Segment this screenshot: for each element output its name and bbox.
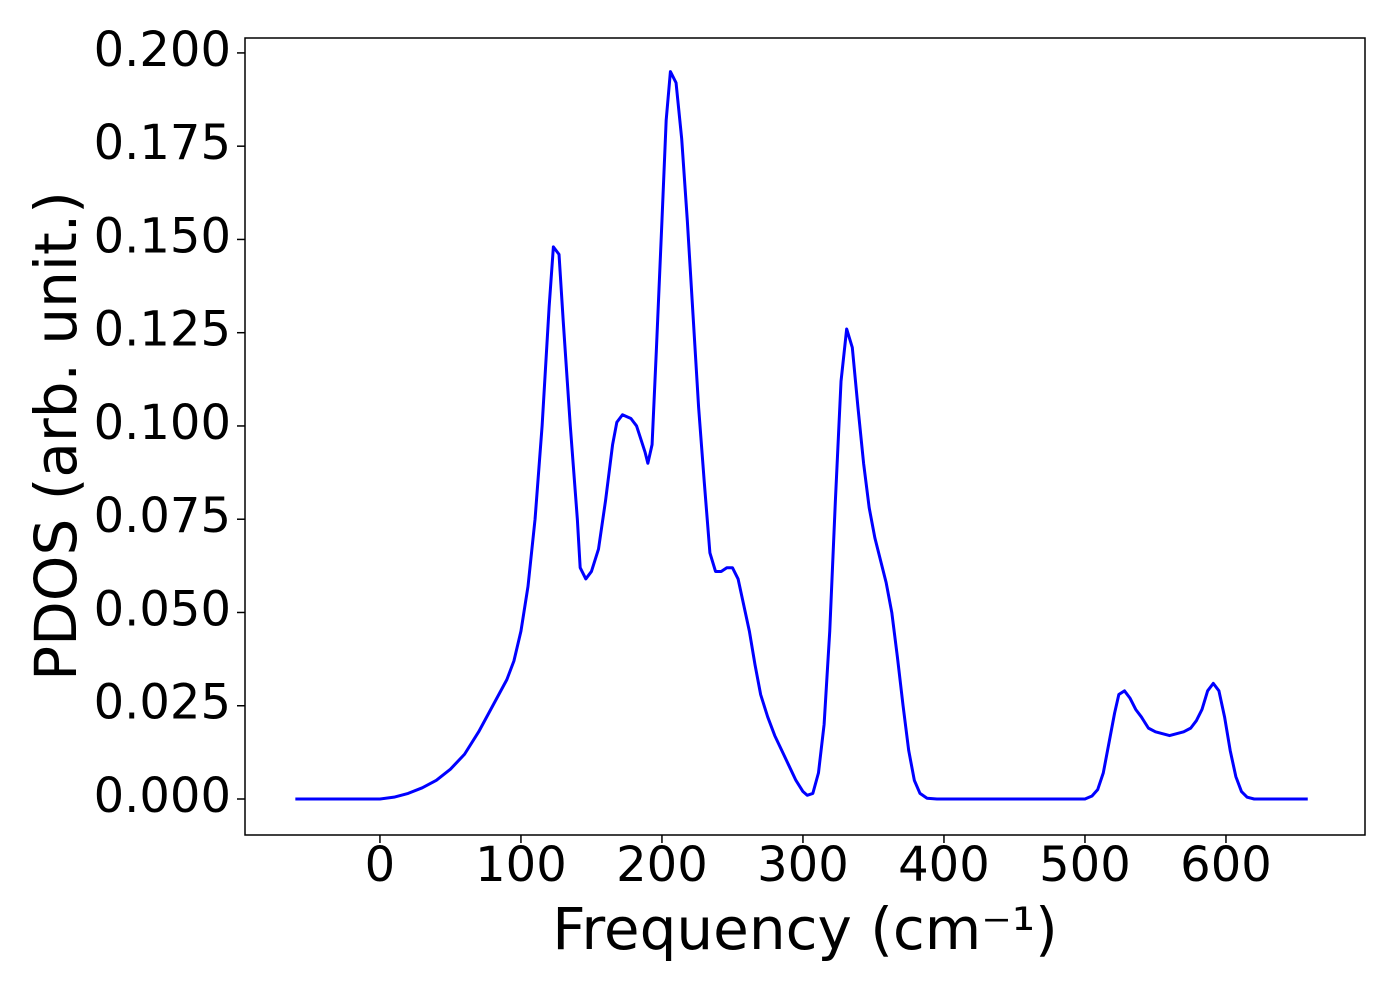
y-tick-label: 0.000 <box>94 768 231 824</box>
y-axis-label: PDOS (arb. unit.) <box>22 191 90 681</box>
pdos-line <box>295 70 1308 801</box>
x-tick-label: 100 <box>475 837 567 893</box>
x-tick-label: 400 <box>898 837 990 893</box>
y-tick-label: 0.175 <box>94 115 231 171</box>
y-tick-label: 0.050 <box>94 581 231 637</box>
x-tick-label: 500 <box>1039 837 1131 893</box>
x-tick-label: 300 <box>757 837 849 893</box>
y-tick-label: 0.150 <box>94 208 231 264</box>
y-tick-label: 0.100 <box>94 395 231 451</box>
x-axis-label: Frequency (cm⁻¹) <box>552 895 1058 963</box>
x-tick-label: 200 <box>616 837 708 893</box>
x-tick-label: 0 <box>365 837 396 893</box>
y-tick-label: 0.200 <box>94 22 231 78</box>
plot-frame <box>244 37 1366 836</box>
y-tick-label: 0.025 <box>94 675 231 731</box>
x-tick-label: 600 <box>1180 837 1272 893</box>
y-tick-label: 0.125 <box>94 302 231 358</box>
y-tick-label: 0.075 <box>94 488 231 544</box>
